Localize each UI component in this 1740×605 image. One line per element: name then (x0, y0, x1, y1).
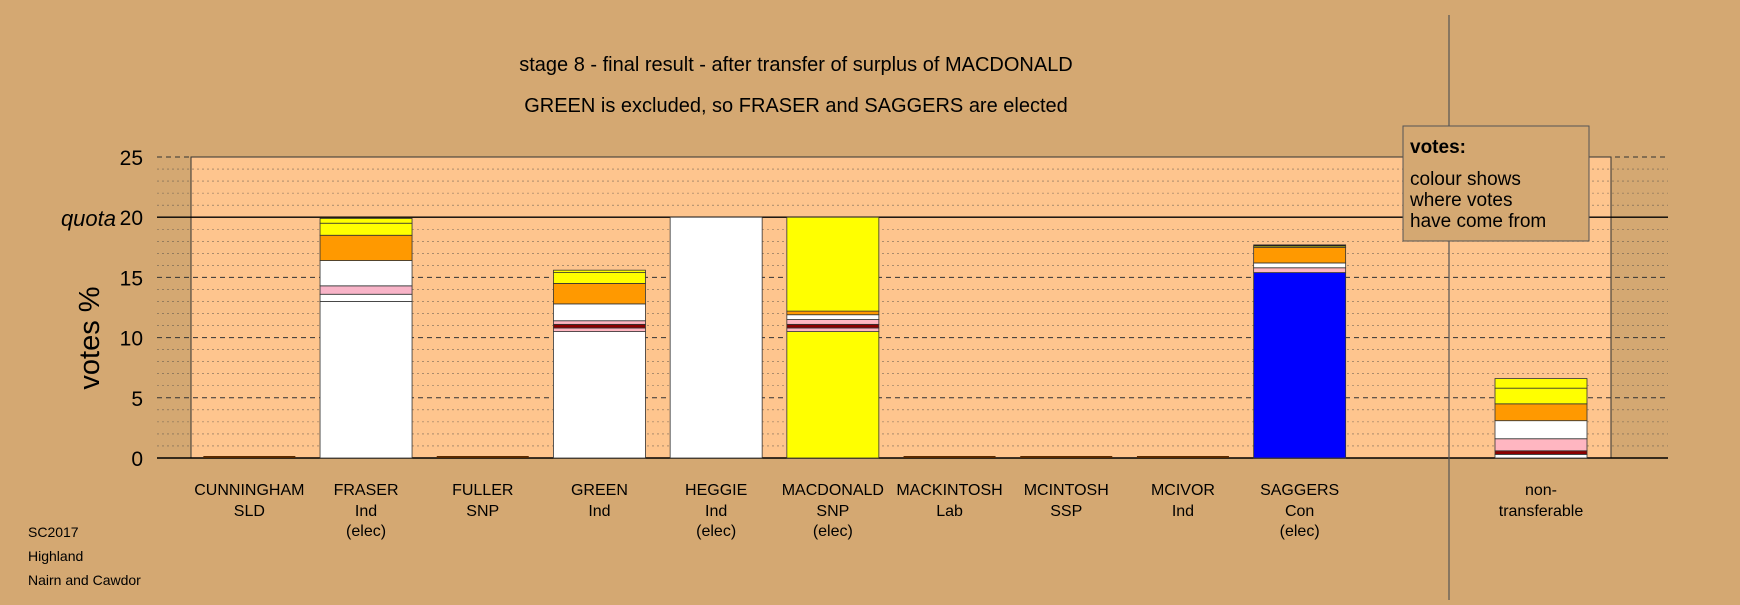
bar-segment (553, 320, 646, 325)
footer-line-3: Nairn and Cawdor (28, 572, 141, 588)
bar-segment (319, 293, 413, 302)
y-tick-label: 5 (131, 388, 143, 411)
chart-title-line2: GREEN is excluded, so FRASER and SAGGERS… (524, 95, 1068, 117)
bar-segment (1494, 438, 1588, 452)
bar-segment (1494, 450, 1588, 455)
footer-line-2: Highland (28, 548, 83, 564)
y-tick-label: 20 (120, 207, 143, 230)
bar-segment (786, 327, 880, 332)
bar-segment (319, 218, 413, 224)
bar-segment (319, 260, 413, 287)
bar-segment (1253, 244, 1347, 247)
bar-segment (319, 301, 413, 459)
bar-fraser (319, 218, 413, 459)
candidate-party: SNP (816, 503, 849, 520)
candidate-party: Lab (936, 503, 963, 520)
bar-segment (1253, 267, 1347, 273)
bar-segment (553, 331, 646, 459)
candidate-name: MCINTOSH (1024, 482, 1109, 499)
bar-segment (319, 234, 413, 261)
y-tick-label: 10 (120, 328, 143, 351)
bar-segment (786, 323, 880, 329)
quota-label: quota (61, 206, 116, 231)
bar-heggie (669, 216, 763, 459)
bar-segment (1253, 246, 1347, 264)
candidate-party: Ind (355, 503, 377, 520)
bar-segment (553, 323, 646, 329)
bar-segment (553, 269, 646, 273)
bar-segment (553, 327, 646, 332)
nontransferable-label-2: transferable (1499, 503, 1584, 520)
candidate-name: MCIVOR (1151, 482, 1215, 499)
bar-segment (1494, 387, 1588, 405)
bar-nontransferable (1494, 378, 1588, 459)
bar-segment (553, 283, 646, 305)
plot-area (190, 156, 1612, 459)
candidate-name: HEGGIE (685, 482, 747, 499)
bar-green (553, 269, 646, 459)
candidate-status: (elec) (1280, 523, 1320, 540)
bar-segment (553, 272, 646, 284)
candidate-name: MACDONALD (782, 482, 884, 499)
candidate-name: MACKINTOSH (896, 482, 1002, 499)
candidate-name: SAGGERS (1260, 482, 1339, 499)
candidate-party: Ind (588, 503, 610, 520)
y-tick-label: 25 (120, 147, 143, 170)
y-axis-label: votes % (74, 286, 106, 389)
bar-segment (669, 216, 763, 459)
candidate-party: Ind (1172, 503, 1194, 520)
footer-line-1: SC2017 (28, 524, 79, 540)
chart-title-line1: stage 8 - final result - after transfer … (519, 54, 1073, 76)
candidate-party: SSP (1050, 503, 1082, 520)
legend-title: votes: (1410, 137, 1466, 158)
nontransferable-label-1: non- (1525, 482, 1557, 499)
bar-segment (786, 319, 880, 325)
candidate-name: FRASER (334, 482, 399, 499)
bar-macdonald (786, 216, 880, 459)
candidate-status: (elec) (346, 523, 386, 540)
bar-segment (1494, 453, 1588, 459)
y-tick-label: 0 (131, 448, 143, 471)
bar-segment (786, 331, 880, 459)
legend-line-3: have come from (1410, 211, 1546, 232)
bar-segment (786, 310, 880, 316)
bar-segment (1494, 403, 1588, 422)
candidate-party: Con (1285, 503, 1314, 520)
bar-segment (319, 285, 413, 295)
candidate-name: CUNNINGHAM (194, 482, 304, 499)
bar-segment (1494, 378, 1588, 389)
legend-line-2: where votes (1409, 190, 1512, 211)
candidate-name: GREEN (571, 482, 628, 499)
legend-line-1: colour shows (1410, 169, 1521, 190)
bar-segment (1494, 420, 1588, 440)
candidate-party: SLD (234, 503, 265, 520)
candidate-name: FULLER (452, 482, 513, 499)
bar-saggers (1253, 244, 1347, 459)
candidate-party: Ind (705, 503, 727, 520)
bar-segment (553, 303, 646, 322)
bar-segment (319, 222, 413, 236)
bar-segment (786, 216, 880, 312)
candidate-status: (elec) (696, 523, 736, 540)
bar-segment (786, 314, 880, 320)
candidate-status: (elec) (813, 523, 853, 540)
candidate-party: SNP (466, 503, 499, 520)
bar-segment (1253, 272, 1347, 459)
y-tick-label: 15 (120, 267, 143, 290)
bar-segment (1253, 262, 1347, 269)
legend-box: votes: colour shows where votes have com… (1402, 125, 1590, 242)
